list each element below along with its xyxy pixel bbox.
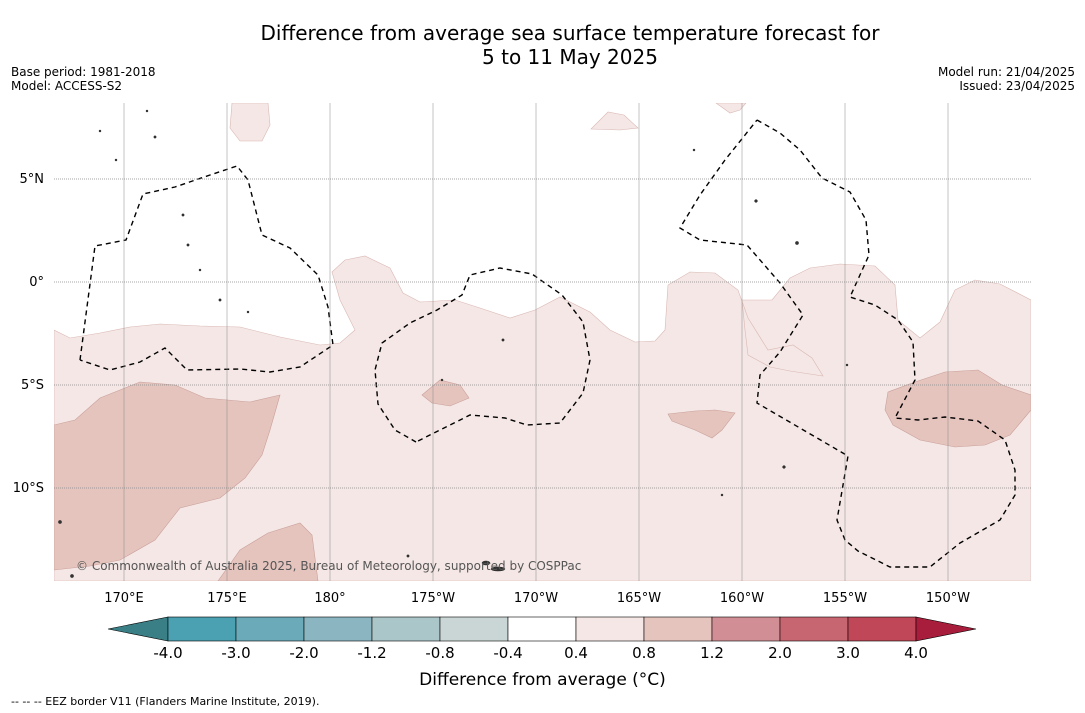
- meta-right: Model run: 21/04/2025 Issued: 23/04/2025: [938, 65, 1075, 93]
- colorbar-tick-label: 3.0: [836, 644, 860, 662]
- island: [782, 465, 786, 469]
- lon-label: 170°W: [514, 591, 558, 606]
- eez-border-line-islands: [679, 119, 1016, 568]
- anomaly-region-0.8-1.2-central: [667, 409, 736, 439]
- island: [440, 378, 444, 382]
- colorbar-segment: [167, 616, 237, 642]
- island: [501, 338, 505, 342]
- colorbar: [107, 616, 977, 642]
- lat-label: 10°S: [13, 481, 44, 496]
- island: [218, 298, 222, 302]
- lon-label: 160°W: [720, 591, 764, 606]
- anomaly-region-north-3: [715, 103, 747, 114]
- colorbar-tick-label: -0.8: [425, 644, 454, 662]
- colorbar-extend-low: [107, 616, 169, 642]
- model-name: Model: ACCESS-S2: [11, 79, 123, 93]
- island: [145, 109, 149, 113]
- eez-footnote: -- -- -- EEZ border V11 (Flanders Marine…: [11, 695, 320, 708]
- colorbar-tick-label: 0.4: [564, 644, 588, 662]
- copyright-notice: © Commonwealth of Australia 2025, Bureau…: [76, 559, 581, 573]
- colorbar-tick-label: 1.2: [700, 644, 724, 662]
- colorbar-segment: [847, 616, 917, 642]
- island: [795, 241, 799, 245]
- colorbar-tick-label: -2.0: [289, 644, 318, 662]
- base-period: Base period: 1981-2018: [11, 65, 156, 79]
- lon-label: 180°: [314, 591, 345, 606]
- anomaly-region-0.8-1.2-southwest: [54, 381, 281, 571]
- lon-label: 150°W: [926, 591, 970, 606]
- anomaly-region-0.8-1.2-south: [217, 522, 319, 581]
- island: [490, 566, 506, 572]
- eez-border-phoenix: [374, 267, 591, 443]
- island: [198, 268, 202, 272]
- colorbar-segment: [711, 616, 781, 642]
- lon-axis: 170°E 175°E 180° 175°W 170°W 165°W 160°W…: [104, 591, 970, 606]
- gridlines: [54, 103, 1031, 581]
- island: [153, 135, 157, 139]
- model-run: Model run: 21/04/2025: [937, 65, 1075, 79]
- colorbar-extend-high: [915, 616, 977, 642]
- anomaly-region-0.8-1.2-southeast: [884, 369, 1031, 448]
- colorbar-segment: [779, 616, 849, 642]
- map-title: Difference from average sea surface temp…: [0, 21, 1085, 69]
- lat-label: 5°S: [21, 378, 44, 393]
- colorbar-segment: [235, 616, 305, 642]
- anomaly-region-north-2: [590, 111, 639, 131]
- colorbar-segment: [643, 616, 713, 642]
- island: [70, 574, 74, 578]
- anomaly-region-0.8-1.2-west: [421, 379, 470, 407]
- lon-label: 170°E: [104, 591, 144, 606]
- colorbar-segment: [303, 616, 373, 642]
- colorbar-tick-label: -4.0: [153, 644, 182, 662]
- island: [58, 520, 62, 524]
- lon-label: 155°W: [823, 591, 867, 606]
- lat-axis: 5°N 0° 5°S 10°S: [13, 172, 44, 496]
- island: [98, 129, 102, 133]
- eez-borders: [79, 119, 1016, 568]
- colorbar-segment: [439, 616, 509, 642]
- island: [754, 199, 758, 203]
- colorbar-tick-label: 0.8: [632, 644, 656, 662]
- colorbar-tick-label: 4.0: [904, 644, 928, 662]
- colorbar-tick-label: -0.4: [493, 644, 522, 662]
- island: [246, 310, 250, 314]
- colorbar-labels: -4.0 -3.0 -2.0 -1.2 -0.8 -0.4 0.4 0.8 1.2 2.0 3.0 4…: [153, 644, 928, 662]
- island: [692, 148, 696, 152]
- colorbar-tick-label: -1.2: [357, 644, 386, 662]
- lon-label: 175°E: [207, 591, 247, 606]
- island: [406, 554, 410, 558]
- lon-label: 175°W: [411, 591, 455, 606]
- meta-left: Base period: 1981-2018 Model: ACCESS-S2: [11, 65, 156, 93]
- colorbar-segment: [575, 616, 645, 642]
- issued-date: Issued: 23/04/2025: [959, 79, 1075, 93]
- island: [181, 213, 185, 217]
- lon-label: 165°W: [617, 591, 661, 606]
- islands: [58, 109, 849, 578]
- island: [720, 493, 724, 497]
- lat-label: 0°: [29, 275, 44, 290]
- island: [114, 158, 118, 162]
- island: [481, 560, 491, 566]
- island: [845, 363, 849, 367]
- colorbar-tick-label: 2.0: [768, 644, 792, 662]
- lat-label: 5°N: [20, 172, 45, 187]
- title-line-2: 5 to 11 May 2025: [482, 45, 658, 69]
- island: [186, 243, 190, 247]
- anomaly-region-north-1: [229, 103, 271, 142]
- colorbar-title: Difference from average (°C): [419, 670, 666, 690]
- anomaly-region-0.4-0.8: [54, 255, 1031, 581]
- title-line-1: Difference from average sea surface temp…: [260, 21, 880, 45]
- map-panel: © Commonwealth of Australia 2025, Bureau…: [54, 103, 1031, 581]
- colorbar-segment: [371, 616, 441, 642]
- colorbar-segment: [507, 616, 577, 642]
- colorbar-tick-label: -3.0: [221, 644, 250, 662]
